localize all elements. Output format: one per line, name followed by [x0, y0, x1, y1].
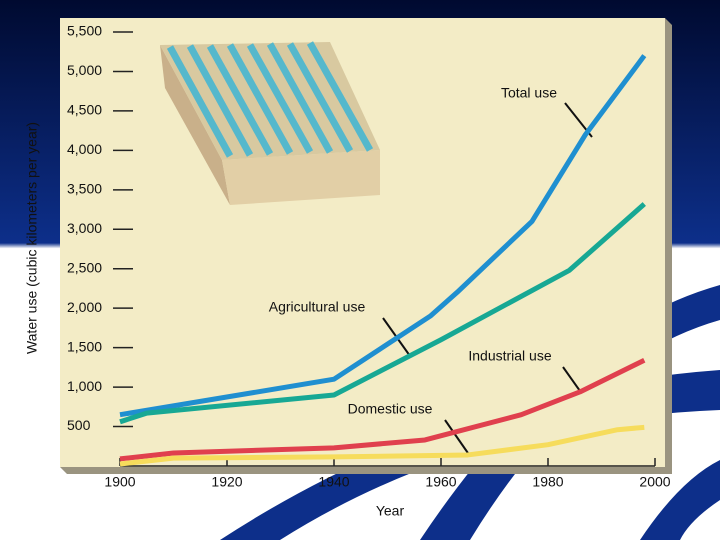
y-tick-label: 3,000	[67, 220, 102, 236]
y-tick-label: 2,500	[67, 259, 102, 275]
y-tick-label: 5,500	[67, 23, 102, 39]
x-axis-label: Year	[376, 503, 405, 519]
series-line	[119, 358, 646, 462]
series-line	[119, 54, 647, 418]
series-label: Industrial use	[468, 348, 551, 364]
y-tick-label: 3,500	[67, 181, 102, 197]
plot-box	[60, 18, 665, 467]
series-label: Total use	[501, 85, 557, 101]
x-tick-label: 1960	[425, 474, 456, 490]
x-tick-label: 1900	[104, 474, 135, 490]
swoosh	[640, 460, 720, 540]
y-tick-label: 4,000	[67, 141, 102, 157]
series-line	[119, 202, 646, 425]
x-tick-label: 1980	[532, 474, 563, 490]
series-label: Agricultural use	[269, 299, 366, 315]
y-tick-label: 4,500	[67, 102, 102, 118]
y-axis-label: Water use (cubic kilometers per year)	[24, 122, 40, 354]
x-tick-label: 1920	[211, 474, 242, 490]
y-tick-label: 500	[67, 417, 91, 433]
y-tick-label: 2,000	[67, 299, 102, 315]
y-tick-label: 1,000	[67, 378, 102, 394]
series-label: Domestic use	[348, 401, 433, 417]
x-tick-label: 1940	[318, 474, 349, 490]
y-tick-label: 5,000	[67, 62, 102, 78]
x-tick-label: 2000	[639, 474, 670, 490]
y-tick-label: 1,500	[67, 338, 102, 354]
field-illustration	[160, 41, 380, 205]
series-line	[119, 424, 645, 467]
